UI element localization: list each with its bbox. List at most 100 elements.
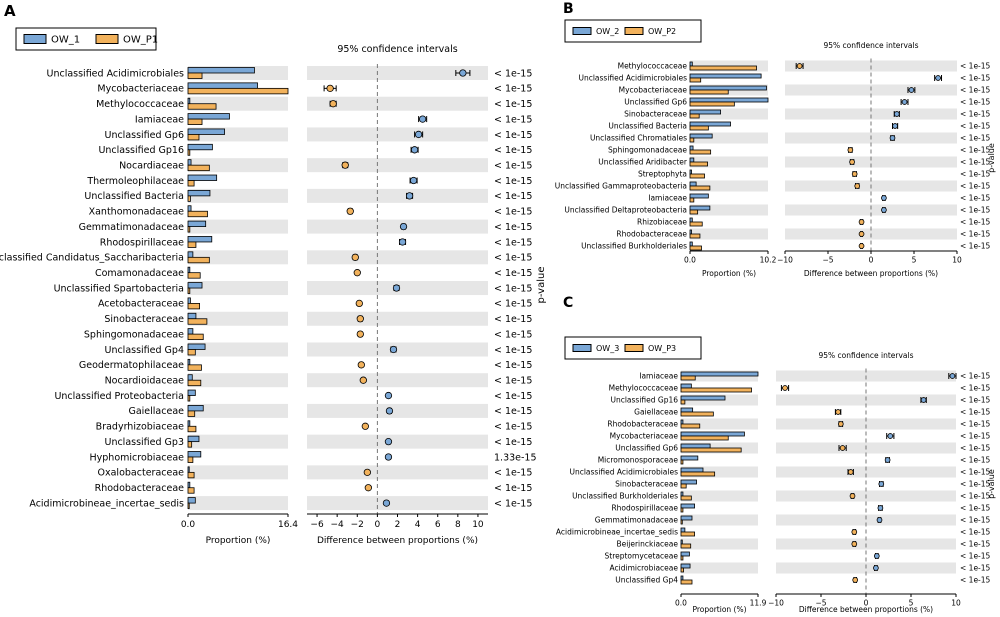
panel-letter: B	[563, 1, 574, 17]
panel-A: A OW_1 OW_P1 95% confidence intervals Unclas…	[0, 2, 547, 546]
bar-OW_1	[187, 128, 225, 135]
category-label: Mycobacteriaceae	[619, 86, 688, 95]
tick-label-difference: 0	[869, 256, 874, 265]
diff-point	[459, 69, 467, 77]
p-value-label: < 1e-15	[960, 122, 991, 131]
diff-point	[851, 529, 858, 535]
category-label: Unclassified Gammaproteobacteria	[555, 182, 687, 191]
p-value-label: < 1e-15	[494, 160, 532, 171]
p-value-label: < 1e-15	[494, 391, 532, 402]
tick-label-difference: 8	[455, 520, 461, 530]
bar-OW_P1	[187, 164, 210, 172]
diff-point	[851, 171, 858, 177]
band-right	[307, 188, 488, 203]
bar-OW_P1	[187, 379, 202, 387]
category-label: Iamiaceae	[639, 372, 678, 381]
category-label: Bradyrhizobiaceae	[96, 422, 184, 433]
p-value-label: < 1e-15	[494, 253, 532, 264]
diff-point	[341, 161, 349, 169]
category-label: Rhodobacteraceae	[95, 483, 185, 494]
p-value-label: < 1e-15	[960, 98, 991, 107]
bar-OW_P2	[689, 161, 708, 167]
bar-OW_P3	[680, 375, 696, 381]
band-right	[307, 373, 488, 388]
bar-OW_P1	[187, 134, 200, 141]
bar-OW_3	[680, 455, 699, 461]
diff-point	[881, 195, 887, 201]
bar-OW_P1	[187, 210, 208, 218]
p-value-label: < 1e-15	[960, 492, 991, 501]
diff-point	[361, 422, 369, 430]
p-value-label: < 1e-15	[960, 516, 991, 525]
bar-OW_P3	[680, 555, 684, 561]
diff-point	[355, 299, 363, 308]
diff-point	[878, 481, 885, 487]
category-label: Acidimicrobineae_incertae_sedis	[556, 528, 678, 537]
p-value-label: < 1e-15	[494, 145, 532, 156]
diff-point	[849, 159, 855, 165]
band-left	[690, 204, 768, 216]
bar-OW_2	[689, 205, 711, 211]
category-label: Hyphomicrobiaceae	[90, 452, 185, 463]
category-label: Unclassified Candidatus_Saccharibacteria	[0, 253, 184, 264]
p-value-label: < 1e-15	[494, 176, 532, 187]
bar-OW_P1	[187, 87, 289, 95]
bar-OW_3	[680, 443, 711, 449]
bar-OW_1	[187, 312, 197, 320]
legend-swatch-1	[572, 344, 592, 352]
tick-label-proportion: 16.4	[278, 520, 298, 530]
category-label: Unclassified Acidimicrobiales	[47, 68, 185, 79]
band-right	[785, 156, 957, 168]
diff-point	[385, 407, 394, 415]
category-label: Rhodospirillaceae	[100, 237, 184, 248]
legend-label-1: OW_3	[596, 344, 619, 353]
bar-OW_1	[187, 497, 196, 504]
bar-OW_P1	[187, 256, 210, 264]
bar-OW_1	[187, 374, 193, 381]
bar-OW_1	[187, 389, 196, 396]
category-label: Iamiaceae	[135, 114, 184, 125]
p-value-label: < 1e-15	[494, 498, 532, 509]
bar-OW_3	[680, 383, 692, 389]
bar-OW_1	[187, 405, 204, 412]
p-value-label: < 1e-15	[494, 99, 532, 110]
bar-OW_P3	[680, 411, 714, 417]
bar-OW_P2	[689, 173, 705, 179]
bar-OW_P1	[187, 395, 191, 402]
diff-point	[847, 469, 854, 475]
panel-B: B OW_2 OW_P2 95% confidence intervals Methyl…	[555, 1, 996, 278]
band-left	[681, 562, 758, 574]
category-label: Mycobacteriaceae	[610, 432, 679, 441]
diff-point	[852, 577, 859, 583]
diff-point	[346, 207, 354, 215]
category-label: Geodermatophilaceae	[79, 360, 184, 371]
tick-label-difference: −10	[777, 256, 793, 265]
bar-OW_P2	[689, 65, 757, 71]
legend-swatch-2	[95, 34, 119, 44]
diff-point	[877, 505, 884, 511]
tick-label-difference: 10	[472, 520, 484, 530]
category-label: Unclassified Gp6	[624, 98, 687, 107]
band-left	[188, 311, 288, 326]
category-label: Unclassified Bacteria	[608, 122, 687, 131]
bar-OW_P2	[689, 221, 703, 227]
bar-OW_3	[680, 467, 704, 473]
band-left	[681, 418, 758, 430]
bar-OW_3	[680, 563, 691, 569]
p-value-label: < 1e-15	[494, 283, 532, 294]
bar-OW_2	[689, 85, 767, 91]
band-right	[785, 108, 957, 120]
bar-OW_1	[187, 113, 230, 120]
diff-point	[356, 315, 364, 323]
category-label: Unclassified Gp6	[104, 130, 184, 141]
tick-label-difference: −5	[815, 599, 826, 608]
band-left	[690, 228, 768, 240]
p-value-label: < 1e-15	[960, 504, 991, 513]
bar-OW_1	[187, 435, 200, 443]
bar-OW_1	[187, 297, 191, 304]
band-left	[681, 466, 758, 478]
category-label: Nocardioidaceae	[105, 376, 185, 387]
p-value-label: < 1e-15	[494, 207, 532, 218]
band-right	[776, 514, 956, 526]
band-left	[188, 188, 288, 203]
